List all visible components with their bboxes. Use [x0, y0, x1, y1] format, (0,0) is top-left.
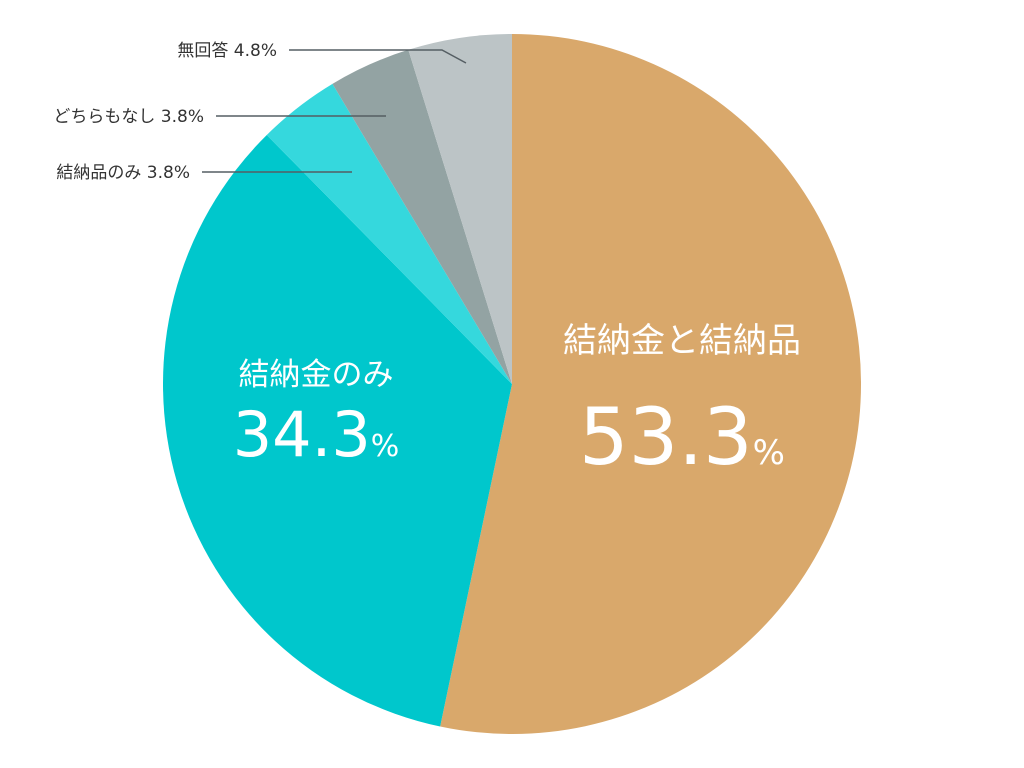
slice-label-1: 結納金のみ	[239, 357, 394, 393]
slice-2	[266, 83, 512, 385]
slice-value-0: 53.3%	[579, 393, 785, 483]
slice-0	[440, 34, 862, 734]
pie-slices	[163, 34, 862, 734]
slice-3	[332, 49, 512, 385]
slice-label-2: 結納品のみ 3.8%	[56, 163, 190, 183]
slice-4	[408, 34, 512, 384]
leader-line-4	[289, 49, 467, 64]
slice-1	[163, 134, 512, 727]
slice-label-0: 結納金と結納品	[563, 321, 801, 361]
slice-label-4: 無回答 4.8%	[177, 41, 277, 61]
slice-labels: 結納金と結納品 53.3% 結納金のみ 34.3% 結納品のみ 3.8% どちらもなし 3…	[53, 41, 801, 483]
slice-label-3: どちらもなし 3.8%	[53, 107, 204, 127]
slice-value-1: 34.3%	[233, 398, 400, 471]
leader-lines	[202, 49, 467, 173]
